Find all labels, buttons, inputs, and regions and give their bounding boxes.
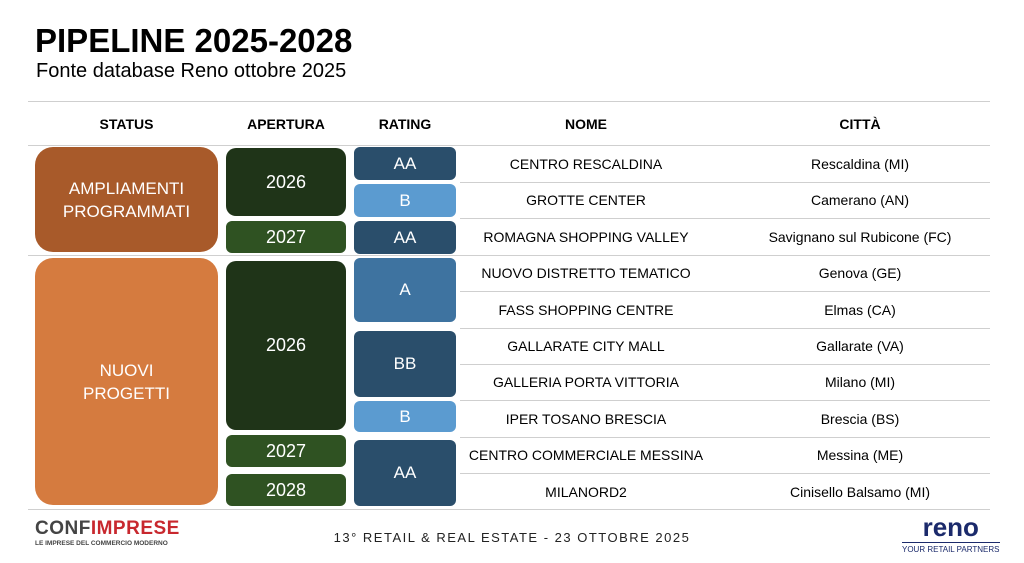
row-citta: Savignano sul Rubicone (FC) bbox=[768, 228, 952, 245]
row-divider bbox=[460, 400, 990, 401]
rating-badge: B bbox=[354, 401, 456, 432]
reno-logo: reno YOUR RETAIL PARTNERS bbox=[902, 512, 1000, 554]
row-divider bbox=[460, 218, 990, 219]
rating-badge: AA bbox=[354, 440, 456, 506]
rating-badge: AA bbox=[354, 221, 456, 254]
row-nome: GROTTE CENTER bbox=[526, 192, 646, 209]
rating-badge: A bbox=[354, 258, 456, 322]
row-citta: Messina (ME) bbox=[816, 447, 904, 464]
row-divider bbox=[460, 291, 990, 292]
rating-badge: BB bbox=[354, 331, 456, 397]
row-divider bbox=[460, 328, 990, 329]
row-nome: NUOVO DISTRETTO TEMATICO bbox=[481, 265, 691, 282]
apertura-2027: 2027 bbox=[226, 221, 346, 253]
row-citta: Genova (GE) bbox=[818, 265, 902, 282]
row-nome: GALLARATE CITY MALL bbox=[507, 338, 665, 354]
page-title: PIPELINE 2025-2028 bbox=[35, 22, 353, 59]
header-citta: CITTÀ bbox=[839, 116, 881, 132]
row-nome: FASS SHOPPING CENTRE bbox=[498, 301, 674, 318]
row-nome: ROMAGNA SHOPPING VALLEY bbox=[483, 228, 689, 245]
page-subtitle: Fonte database Reno ottobre 2025 bbox=[36, 60, 347, 82]
row-citta: Gallarate (VA) bbox=[816, 338, 904, 354]
row-citta: Milano (MI) bbox=[824, 374, 895, 391]
row-citta: Brescia (BS) bbox=[820, 410, 900, 427]
row-citta: Camerano (AN) bbox=[810, 192, 910, 209]
header-apertura: APERTURA bbox=[247, 116, 325, 132]
header-status: STATUS bbox=[99, 116, 154, 132]
row-nome: MILANORD2 bbox=[545, 483, 627, 500]
apertura-2026: 2026 bbox=[226, 148, 346, 216]
status-label: AMPLIAMENTI PROGRAMMATI bbox=[62, 178, 191, 221]
logo-text: reno bbox=[922, 512, 979, 542]
row-nome: CENTRO RESCALDINA bbox=[509, 156, 663, 172]
footer-text: 13° RETAIL & REAL ESTATE - 23 OTTOBRE 20… bbox=[333, 530, 691, 545]
rating-badge: B bbox=[354, 184, 456, 217]
status-ampliamenti: AMPLIAMENTI PROGRAMMATI bbox=[35, 147, 218, 252]
header-nome: NOME bbox=[565, 116, 607, 132]
apertura-2026: 2026 bbox=[226, 261, 346, 430]
divider bbox=[28, 101, 990, 102]
logo-tagline: LE IMPRESE DEL COMMERCIO MODERNO bbox=[35, 540, 168, 547]
row-divider bbox=[28, 509, 990, 510]
row-nome: GALLERIA PORTA VITTORIA bbox=[493, 374, 679, 391]
rating-badge: AA bbox=[354, 147, 456, 180]
row-divider bbox=[460, 364, 990, 365]
row-citta: Elmas (CA) bbox=[824, 301, 896, 318]
row-nome: IPER TOSANO BRESCIA bbox=[505, 410, 667, 427]
row-citta: Cinisello Balsamo (MI) bbox=[789, 483, 931, 500]
row-divider bbox=[460, 473, 990, 474]
logo-tagline: YOUR RETAIL PARTNERS bbox=[902, 542, 1000, 554]
status-label: NUOVI PROGETTI bbox=[83, 360, 170, 403]
row-nome: CENTRO COMMERCIALE MESSINA bbox=[468, 447, 704, 464]
row-divider bbox=[28, 145, 990, 146]
apertura-2028: 2028 bbox=[226, 474, 346, 506]
confimprese-logo: CONFIMPRESE LE IMPRESE DEL COMMERCIO MOD… bbox=[35, 518, 180, 547]
row-divider bbox=[460, 182, 990, 183]
status-nuovi-progetti: NUOVI PROGETTI bbox=[35, 258, 218, 505]
row-divider bbox=[460, 437, 990, 438]
row-citta: Rescaldina (MI) bbox=[810, 156, 910, 172]
header-rating: RATING bbox=[378, 116, 432, 132]
apertura-2027: 2027 bbox=[226, 435, 346, 467]
row-divider bbox=[28, 255, 990, 256]
